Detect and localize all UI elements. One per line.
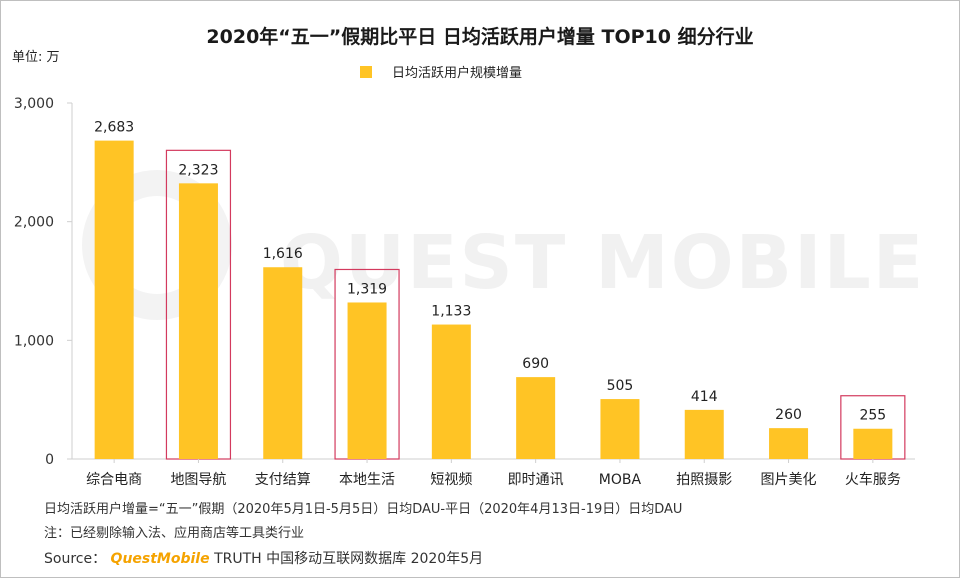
- x-tick-label: MOBA: [599, 472, 642, 488]
- bar: [263, 267, 303, 459]
- legend-swatch: [360, 65, 372, 78]
- x-tick-label: 短视频: [430, 472, 472, 488]
- bar-value-label: 260: [775, 407, 802, 423]
- bar: [178, 183, 218, 459]
- y-tick-label: 1,000: [14, 333, 54, 349]
- bar-value-label: 1,616: [263, 246, 303, 262]
- bar-value-label: 2,683: [94, 120, 134, 136]
- legend: 日均活跃用户规模增量: [360, 62, 522, 81]
- bar-value-label: 2,323: [178, 162, 218, 178]
- source-line: Source： QuestMobile TRUTH 中国移动互联网数据库 202…: [44, 548, 483, 568]
- bar: [347, 302, 387, 459]
- bar-chart: 0 1,000 2,000 3,000 2,683 综合电商 2,323 地图导航 1,616 支…: [14, 96, 915, 488]
- chart-title: 2020年“五一”假期比平日 日均活跃用户增量 TOP10 细分行业: [206, 26, 754, 48]
- y-tick-label: 3,000: [14, 96, 54, 112]
- bar-value-label: 1,133: [431, 304, 471, 320]
- bar-value-label: 1,319: [347, 281, 387, 297]
- bar-value-label: 690: [522, 356, 549, 372]
- x-tick-label: 地图导航: [170, 472, 226, 488]
- source-brand: QuestMobile: [110, 551, 210, 567]
- x-tick-label: 综合电商: [86, 472, 142, 488]
- x-tick-label: 本地生活: [339, 472, 395, 488]
- x-tick-label: 图片美化: [761, 472, 817, 488]
- bar: [516, 377, 556, 459]
- x-tick-label: 即时通讯: [508, 472, 564, 488]
- bar-value-label: 505: [607, 378, 634, 394]
- bar-value-label: 255: [859, 408, 886, 424]
- bar: [769, 428, 809, 459]
- bar: [431, 324, 471, 459]
- footnote-note: 注：已经剔除输入法、应用商店等工具类行业: [44, 526, 305, 541]
- y-tick-label: 0: [45, 452, 54, 468]
- x-tick-label: 火车服务: [845, 471, 901, 488]
- unit-label: 单位: 万: [12, 50, 60, 65]
- y-tick-label: 2,000: [14, 215, 54, 231]
- footnote-definition: 日均活跃用户增量=“五一”假期（2020年5月1日-5月5日）日均DAU-平日（…: [44, 502, 683, 517]
- x-tick-label: 拍照摄影: [676, 472, 732, 488]
- x-tick-label: 支付结算: [255, 472, 311, 488]
- bar-value-label: 414: [691, 389, 718, 405]
- legend-label: 日均活跃用户规模增量: [392, 66, 523, 81]
- bar: [684, 409, 724, 459]
- bar: [94, 140, 134, 459]
- source-prefix: Source：: [44, 551, 107, 567]
- bar: [853, 428, 893, 459]
- source-rest: TRUTH 中国移动互联网数据库 2020年5月: [214, 551, 484, 567]
- bar: [600, 399, 640, 459]
